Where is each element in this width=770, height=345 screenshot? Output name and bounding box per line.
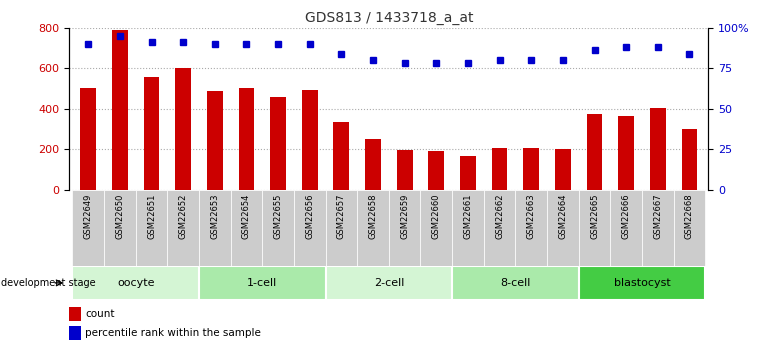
Bar [389,190,420,266]
Bar [72,190,104,266]
Text: blastocyst: blastocyst [614,278,671,288]
Bar [428,151,444,190]
Bar [618,116,634,190]
Bar [199,190,231,266]
Bar [642,190,674,266]
Bar [104,190,136,266]
Bar [555,149,571,190]
Title: GDS813 / 1433718_a_at: GDS813 / 1433718_a_at [305,11,473,25]
Text: GSM22664: GSM22664 [558,194,567,239]
Text: GSM22660: GSM22660 [432,194,440,239]
Bar [333,122,350,190]
Bar [239,88,254,190]
Bar [650,108,666,190]
Text: GSM22665: GSM22665 [590,194,599,239]
Bar [611,190,642,266]
Text: 8-cell: 8-cell [500,278,531,288]
Bar [136,190,167,266]
Bar [294,190,326,266]
Bar [302,90,318,190]
Bar [547,190,579,266]
Text: 2-cell: 2-cell [373,278,404,288]
Bar [69,326,81,339]
Text: GSM22651: GSM22651 [147,194,156,239]
Bar [80,88,96,190]
Text: GSM22653: GSM22653 [210,194,219,239]
Text: GSM22657: GSM22657 [337,194,346,239]
Bar [484,190,515,266]
Bar [326,190,357,266]
Text: GSM22659: GSM22659 [400,194,409,239]
Bar [231,190,263,266]
Text: 1-cell: 1-cell [247,278,277,288]
Text: GSM22661: GSM22661 [464,194,473,239]
Text: GSM22655: GSM22655 [273,194,283,239]
Bar [365,139,381,190]
Text: percentile rank within the sample: percentile rank within the sample [85,328,261,338]
Text: GSM22652: GSM22652 [179,194,188,239]
Bar [176,68,191,190]
Text: GSM22662: GSM22662 [495,194,504,239]
Text: count: count [85,309,115,319]
Bar [167,190,199,266]
Bar [587,114,602,190]
Text: GSM22658: GSM22658 [369,194,377,239]
Text: GSM22656: GSM22656 [305,194,314,239]
Bar [72,266,199,300]
Bar [270,97,286,190]
Text: GSM22654: GSM22654 [242,194,251,239]
Bar [674,190,705,266]
Bar [263,190,294,266]
Bar [492,148,507,190]
Bar [420,190,452,266]
Text: oocyte: oocyte [117,278,155,288]
Bar [460,156,476,190]
Text: GSM22667: GSM22667 [653,194,662,239]
Bar [207,91,223,190]
Bar [199,266,326,300]
Text: GSM22666: GSM22666 [621,194,631,239]
Bar [515,190,547,266]
Bar [397,150,413,190]
Bar [524,148,539,190]
Bar [681,129,698,190]
Bar [326,266,452,300]
Text: GSM22650: GSM22650 [116,194,125,239]
Text: GSM22663: GSM22663 [527,194,536,239]
Bar [69,307,81,321]
Bar [579,190,611,266]
Text: GSM22668: GSM22668 [685,194,694,239]
Bar [144,77,159,190]
Bar [112,30,128,190]
Bar [452,266,579,300]
Bar [357,190,389,266]
Bar [452,190,484,266]
Text: development stage: development stage [1,278,95,288]
Bar [579,266,705,300]
Text: GSM22649: GSM22649 [84,194,92,239]
